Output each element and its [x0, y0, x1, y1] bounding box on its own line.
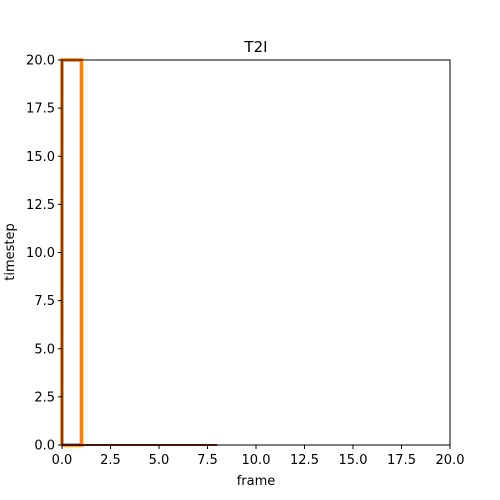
y-tick-label: 10.0: [26, 246, 55, 261]
x-tick-label: 15.0: [339, 453, 368, 468]
y-tick-label: 20.0: [26, 54, 55, 69]
x-tick-label: 17.5: [387, 453, 416, 468]
y-tick-label: 2.5: [34, 390, 55, 405]
y-tick-label: 15.0: [26, 150, 55, 165]
x-tick-label: 20.0: [436, 453, 465, 468]
chart-title: T2I: [243, 38, 267, 56]
x-axis-label: frame: [237, 474, 276, 489]
y-ticks: 0.0 2.5 5.0 7.5 10.0 12.5 15.0 17.5 20.0: [26, 54, 62, 454]
x-tick-label: 2.5: [100, 453, 121, 468]
y-axis-label: timestep: [3, 223, 18, 281]
y-tick-label: 12.5: [26, 198, 55, 213]
y-tick-label: 5.0: [34, 342, 55, 357]
plot-area: [62, 60, 450, 445]
y-tick-label: 7.5: [34, 294, 55, 309]
x-tick-label: 7.5: [197, 453, 218, 468]
y-tick-label: 17.5: [26, 102, 55, 117]
x-tick-label: 12.5: [290, 453, 319, 468]
x-ticks: 0.0 2.5 5.0 7.5 10.0 12.5 15.0 17.5 20.0: [52, 445, 465, 468]
x-tick-label: 10.0: [242, 453, 271, 468]
y-tick-label: 0.0: [34, 439, 55, 454]
x-tick-label: 0.0: [52, 453, 73, 468]
x-tick-label: 5.0: [149, 453, 170, 468]
